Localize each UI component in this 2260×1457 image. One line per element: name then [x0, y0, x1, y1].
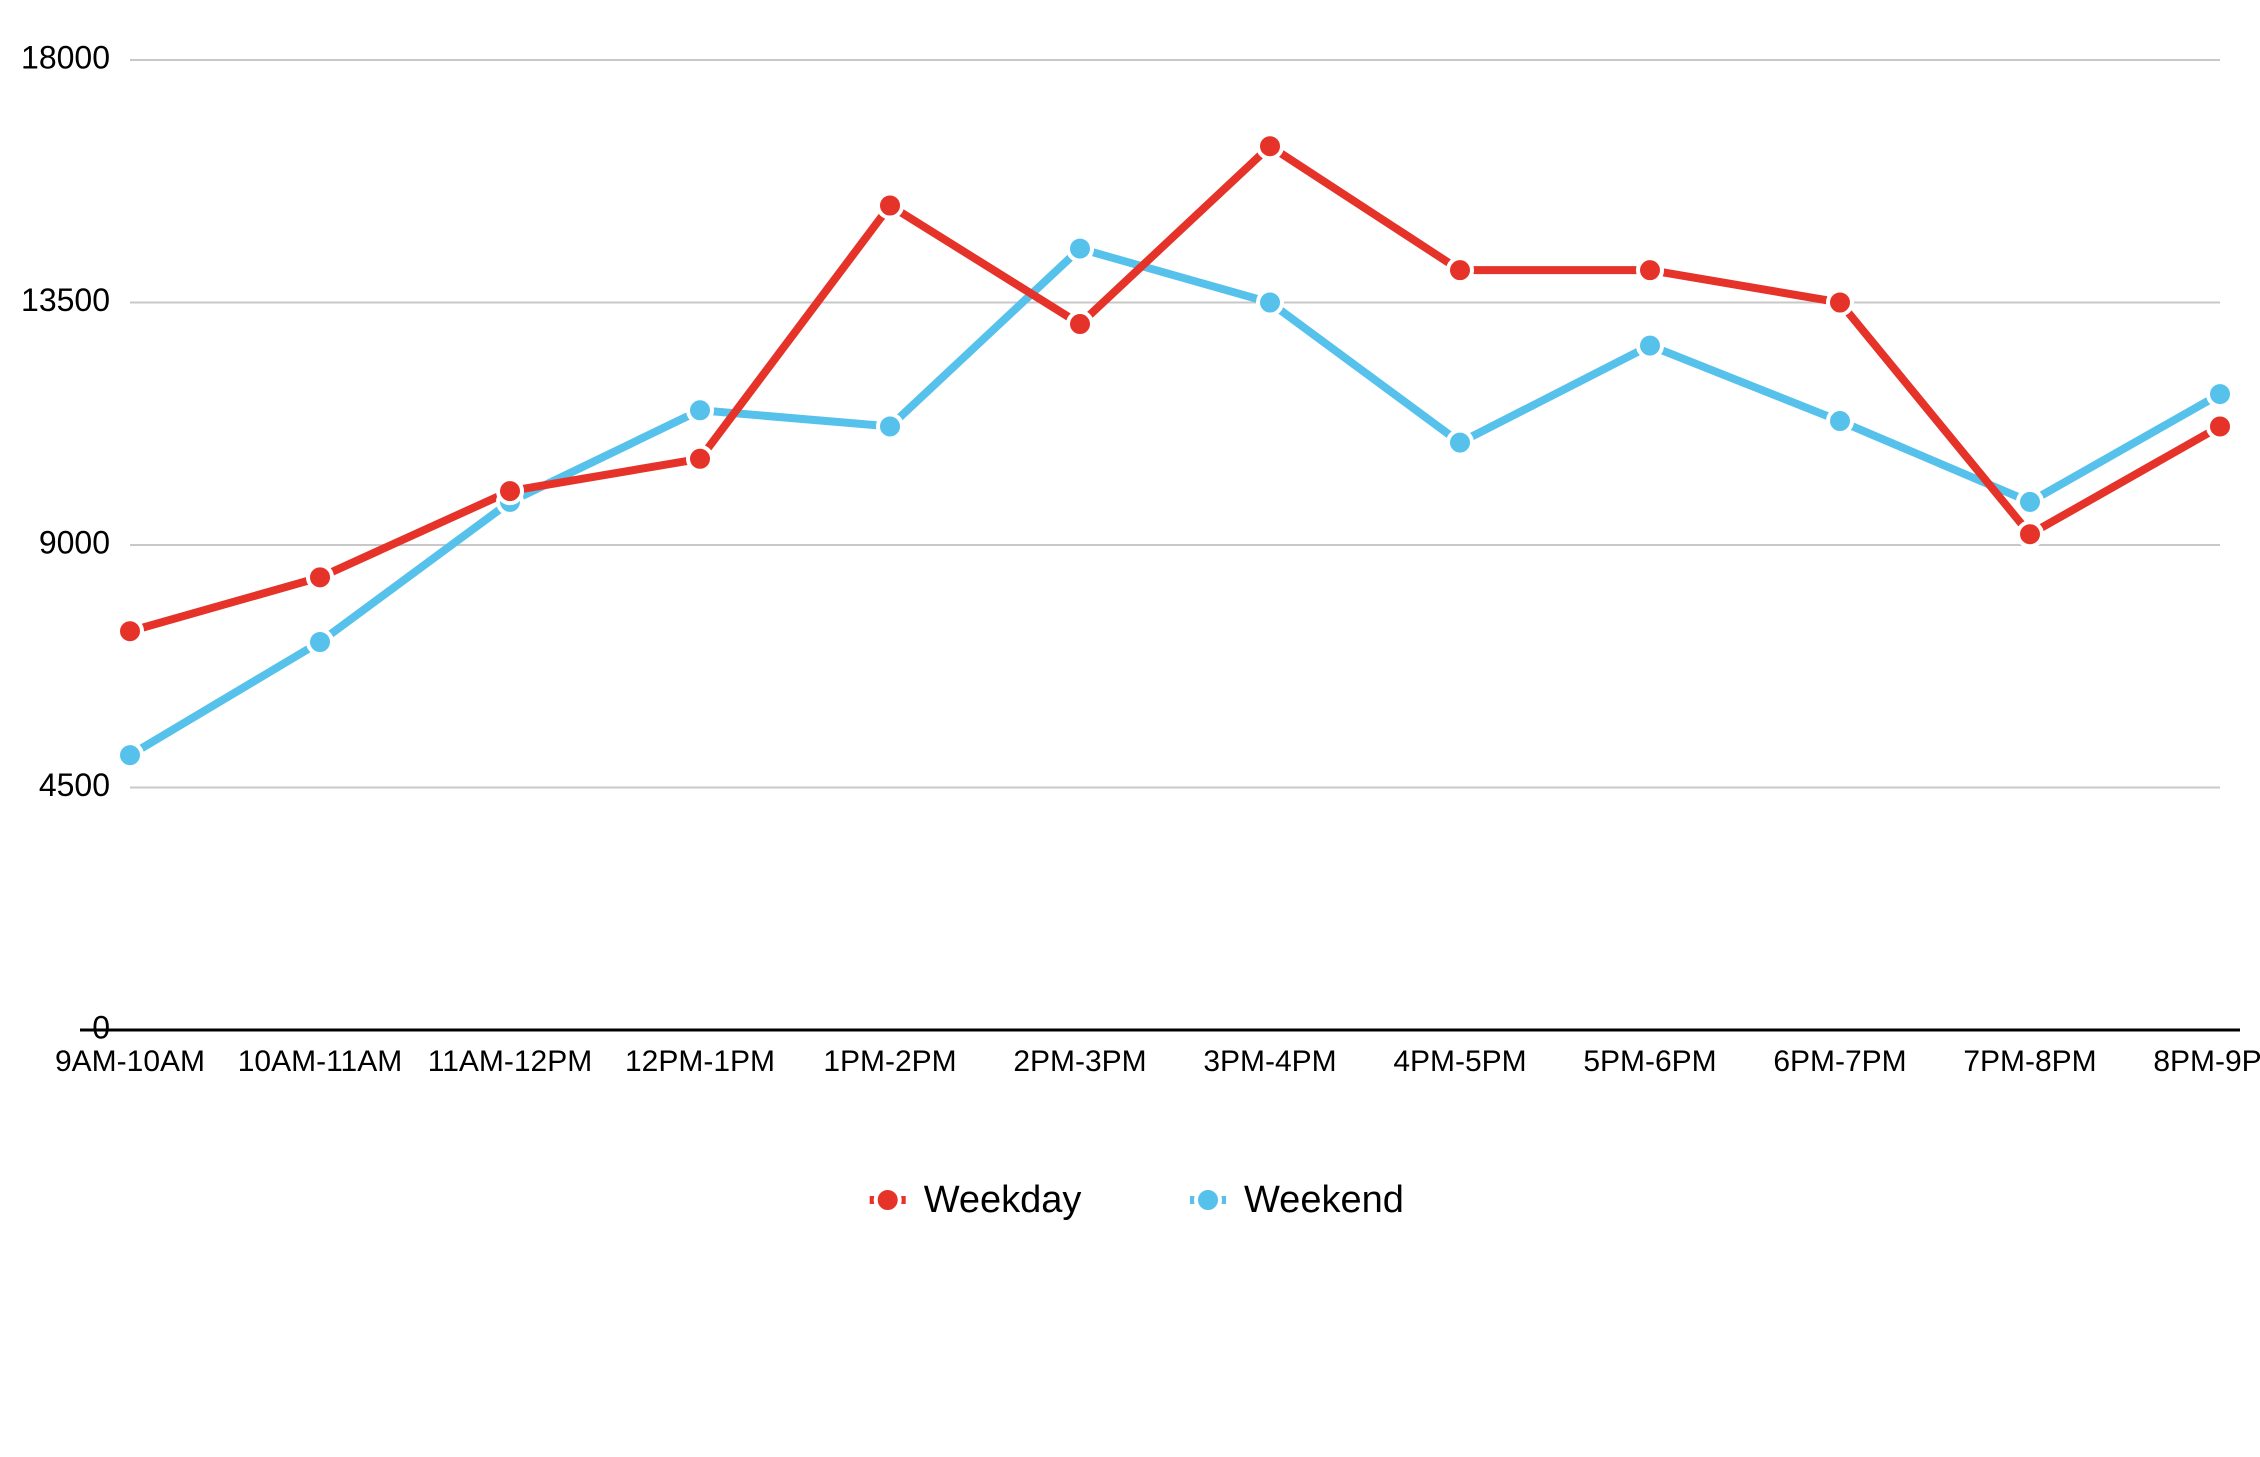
series-marker-weekday	[1068, 312, 1092, 336]
x-tick-label: 11AM-12PM	[428, 1045, 593, 1078]
legend-swatch-marker	[876, 1188, 900, 1212]
series-marker-weekend	[308, 630, 332, 654]
legend-label: Weekend	[1244, 1179, 1404, 1221]
y-tick-label: 0	[92, 1009, 110, 1045]
series-marker-weekday	[1258, 134, 1282, 158]
series-marker-weekend	[1448, 431, 1472, 455]
series-marker-weekend	[1828, 409, 1852, 433]
series-marker-weekday	[498, 479, 522, 503]
y-tick-label: 4500	[39, 767, 110, 803]
y-tick-label: 9000	[39, 524, 110, 560]
x-tick-label: 5PM-6PM	[1583, 1045, 1716, 1078]
series-marker-weekday	[878, 194, 902, 218]
series-marker-weekday	[308, 565, 332, 589]
x-tick-label: 2PM-3PM	[1013, 1045, 1146, 1078]
legend-swatch-marker	[1196, 1188, 1220, 1212]
x-tick-label: 10AM-11AM	[238, 1045, 403, 1078]
x-tick-label: 6PM-7PM	[1773, 1045, 1906, 1078]
y-tick-label: 13500	[21, 282, 110, 318]
line-chart: 0 4500 9000 13500 18000 9AM-10AM 10AM-11AM 11AM…	[0, 0, 2260, 1457]
series-marker-weekend	[1068, 237, 1092, 261]
series-marker-weekend	[878, 414, 902, 438]
series-marker-weekend	[2208, 382, 2232, 406]
series-marker-weekday	[118, 619, 142, 643]
series-line-weekday	[130, 146, 2220, 631]
x-tick-label: 9AM-10AM	[55, 1045, 205, 1078]
x-tick-label: 4PM-5PM	[1393, 1045, 1526, 1078]
series-marker-weekend	[1258, 291, 1282, 315]
series-line-weekend	[130, 249, 2220, 756]
series-marker-weekday	[1638, 258, 1662, 282]
series-marker-weekday	[2018, 522, 2042, 546]
x-tick-label: 12PM-1PM	[625, 1045, 775, 1078]
series-marker-weekday	[2208, 414, 2232, 438]
series-marker-weekday	[1828, 291, 1852, 315]
x-tick-label: 7PM-8PM	[1963, 1045, 2096, 1078]
series-marker-weekend	[1638, 334, 1662, 358]
chart-container: 0 4500 9000 13500 18000 9AM-10AM 10AM-11AM 11AM…	[0, 0, 2260, 1457]
x-tick-label: 8PM-9PM	[2153, 1045, 2260, 1078]
series-marker-weekend	[118, 743, 142, 767]
legend-label: Weekday	[924, 1179, 1082, 1221]
y-tick-label: 18000	[21, 39, 110, 75]
series-marker-weekend	[2018, 490, 2042, 514]
x-tick-label: 1PM-2PM	[823, 1045, 956, 1078]
x-tick-label: 3PM-4PM	[1203, 1045, 1336, 1078]
series-marker-weekday	[1448, 258, 1472, 282]
series-marker-weekend	[688, 398, 712, 422]
series-marker-weekday	[688, 447, 712, 471]
